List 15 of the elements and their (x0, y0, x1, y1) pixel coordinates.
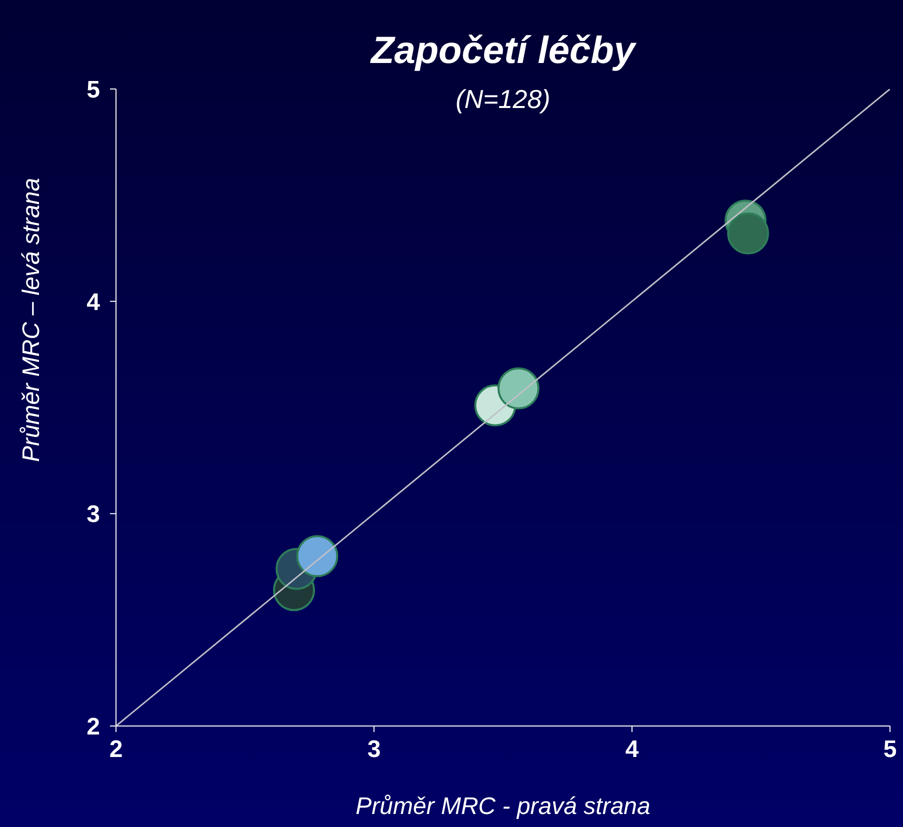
x-axis-title: Průměr MRC - pravá strana (354, 793, 652, 821)
y-axis-title: Průměr MRC – levá strana (18, 176, 46, 464)
y-tick-label: 5 (86, 76, 100, 104)
y-tick-label: 3 (86, 501, 100, 528)
x-tick-label: 2 (109, 736, 123, 764)
x-tick-label: 3 (367, 736, 381, 764)
y-tick-label: 4 (86, 288, 101, 316)
point (296, 535, 338, 578)
chart-title: Započetí léčby (369, 30, 638, 73)
point (727, 212, 770, 254)
y-tick-label: 2 (86, 714, 100, 741)
chart-subtitle: (N=128) (454, 84, 552, 115)
point (497, 367, 540, 410)
x-tick-label: 5 (883, 736, 897, 764)
x-tick-label: 4 (625, 736, 640, 764)
